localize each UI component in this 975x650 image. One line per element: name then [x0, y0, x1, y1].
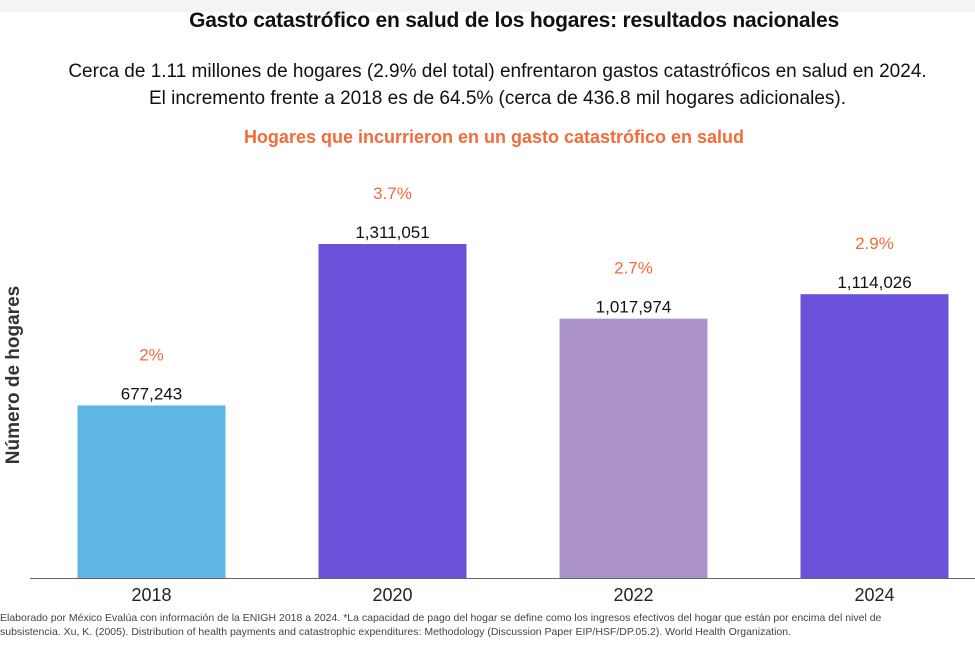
- bar-2024: [800, 294, 949, 578]
- percent-label-2018: 2%: [139, 345, 164, 364]
- value-label-2022: 1,017,974: [596, 298, 672, 317]
- bar-chart: 677,243 2% 2018 1,311,051 3.7% 2020 1,017,974 2…: [30, 184, 975, 605]
- bar-2020: [318, 244, 467, 578]
- source-note: Elaborado por México Evalúa con informac…: [0, 612, 882, 638]
- x-tick-2024: 2024: [854, 585, 894, 605]
- percent-label-2020: 3.7%: [373, 184, 412, 203]
- bar-2018: [77, 405, 226, 578]
- page-subtitle: Cerca de 1.11 millones de hogares (2.9% …: [68, 61, 927, 109]
- x-tick-2020: 2020: [372, 585, 412, 605]
- chart-title: Hogares que incurrieron en un gasto cata…: [243, 127, 745, 147]
- x-tick-2018: 2018: [131, 585, 171, 605]
- value-label-2018: 677,243: [121, 384, 182, 403]
- percent-label-2024: 2.9%: [855, 234, 894, 253]
- bar-2022: [559, 318, 708, 578]
- top-strip: [0, 0, 975, 12]
- percent-label-2022: 2.7%: [614, 259, 653, 278]
- x-tick-2022: 2022: [613, 585, 653, 605]
- page-title: Gasto catastrófico en salud de los hogar…: [189, 9, 839, 32]
- value-label-2020: 1,311,051: [355, 223, 429, 242]
- value-label-2024: 1,114,026: [837, 273, 911, 292]
